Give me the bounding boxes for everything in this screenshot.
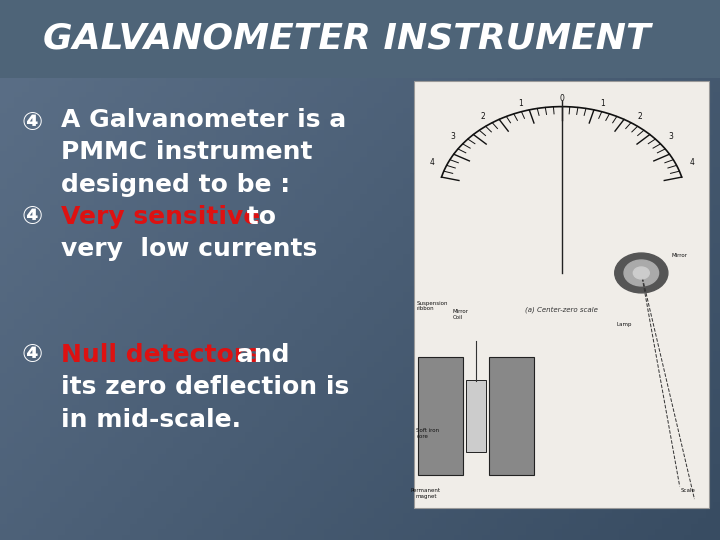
Text: ④: ④: [22, 205, 42, 229]
Text: Very sensitive: Very sensitive: [61, 205, 261, 229]
Text: (a) Center-zero scale: (a) Center-zero scale: [525, 306, 598, 313]
Circle shape: [624, 260, 659, 286]
Text: Lamp: Lamp: [617, 322, 632, 327]
Circle shape: [634, 267, 649, 279]
FancyBboxPatch shape: [0, 0, 720, 78]
Text: Mirror
Coil: Mirror Coil: [453, 309, 469, 320]
Text: 1: 1: [518, 98, 523, 107]
Text: PMMC instrument: PMMC instrument: [61, 140, 312, 164]
Text: Mirror: Mirror: [672, 253, 688, 259]
Text: Null detectors: Null detectors: [61, 343, 261, 367]
FancyBboxPatch shape: [414, 81, 709, 508]
Text: its zero deflection is: its zero deflection is: [61, 375, 349, 399]
Text: 3: 3: [450, 132, 455, 141]
Text: 2: 2: [481, 112, 485, 120]
Text: 1: 1: [600, 98, 605, 107]
Text: Suspension
ribbon: Suspension ribbon: [416, 301, 448, 312]
Text: ④: ④: [22, 343, 42, 367]
Text: ④: ④: [22, 111, 42, 134]
FancyBboxPatch shape: [466, 380, 486, 451]
Text: GALVANOMETER INSTRUMENT: GALVANOMETER INSTRUMENT: [43, 22, 651, 56]
Text: Soft iron
core: Soft iron core: [416, 428, 439, 438]
Text: 2: 2: [638, 112, 642, 120]
Text: 4: 4: [689, 158, 694, 167]
Circle shape: [615, 253, 668, 293]
Text: 4: 4: [429, 158, 434, 167]
Text: 0: 0: [559, 94, 564, 103]
Text: very  low currents: very low currents: [61, 237, 318, 260]
FancyBboxPatch shape: [490, 357, 534, 475]
Text: designed to be :: designed to be :: [61, 173, 299, 197]
Text: and: and: [228, 343, 289, 367]
Text: in mid-scale.: in mid-scale.: [61, 408, 241, 431]
FancyBboxPatch shape: [418, 357, 463, 475]
Text: Scale: Scale: [681, 488, 696, 492]
Text: A Galvanometer is a: A Galvanometer is a: [61, 108, 346, 132]
Text: Permanent
magnet: Permanent magnet: [411, 488, 441, 499]
Text: to: to: [238, 205, 276, 229]
Text: 3: 3: [668, 132, 673, 141]
